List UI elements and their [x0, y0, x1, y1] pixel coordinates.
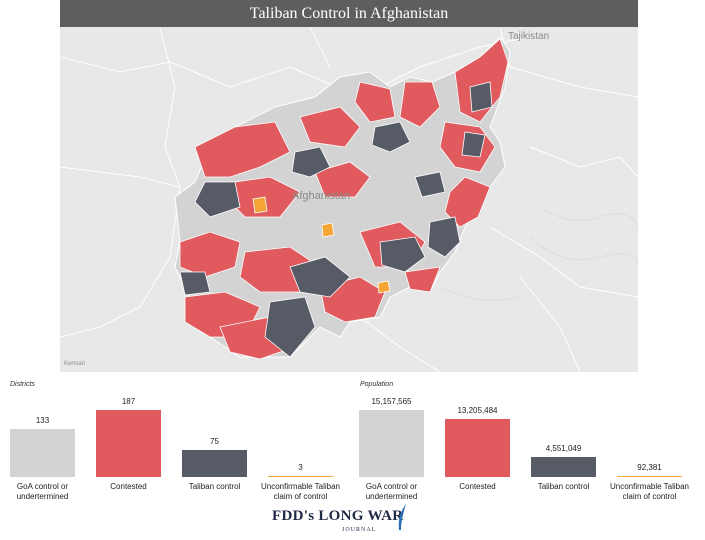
population-bar-0 [359, 410, 424, 477]
afghanistan-map[interactable]: Afghanistan Tajikistan Kerman [60, 27, 638, 372]
population-bar-category-0: GoA control or undertermined [365, 482, 418, 501]
districts-bar-value-2: 75 [210, 437, 219, 447]
districts-bar-0 [10, 429, 75, 477]
neighbor-label: Tajikistan [508, 31, 550, 42]
fdd-long-war-journal-logo: FDD's LONG WAR JOURNAL [272, 504, 432, 536]
districts-bar-value-1: 187 [121, 397, 136, 406]
population-bar-value-3: 92,381 [637, 462, 662, 472]
logo-text: FDD's LONG WAR [272, 508, 404, 524]
population-bar-2 [531, 456, 596, 477]
population-bar-value-0: 15,157,565 [371, 397, 412, 406]
population-bar-category-2: Taliban control [537, 482, 590, 491]
districts-bar-value-3: 3 [298, 462, 303, 472]
districts-bar-2 [182, 450, 247, 477]
population-bar-value-2: 4,551,049 [545, 443, 582, 453]
districts-label: Districts [10, 381, 35, 388]
districts-bar-category-1: Contested [110, 482, 147, 491]
population-bar-1 [445, 418, 510, 477]
population-bar-category-1: Contested [459, 482, 496, 491]
districts-bar-category-0: GoA control or undertermined [16, 482, 69, 501]
districts-bar-3 [268, 475, 333, 477]
quill-icon [398, 504, 406, 530]
districts-bar-value-0: 133 [35, 416, 50, 426]
districts-bar-category-2: Taliban control [188, 482, 241, 491]
population-label: Population [360, 381, 394, 388]
population-bar-3 [617, 475, 682, 477]
districts-bar-1 [96, 410, 161, 477]
population-bar-value-1: 13,205,484 [457, 405, 498, 415]
population-bar-category-3: Unconfirmable Taliban claim of control [609, 482, 689, 501]
map-title: Taliban Control in Afghanistan [60, 0, 638, 27]
map-canvas [60, 27, 638, 372]
city-label: Kerman [64, 361, 86, 367]
country-label: Afghanistan [292, 190, 351, 202]
districts-bar-category-3: Unconfirmable Taliban claim of control [260, 482, 340, 501]
logo-subtext: JOURNAL [342, 527, 377, 533]
